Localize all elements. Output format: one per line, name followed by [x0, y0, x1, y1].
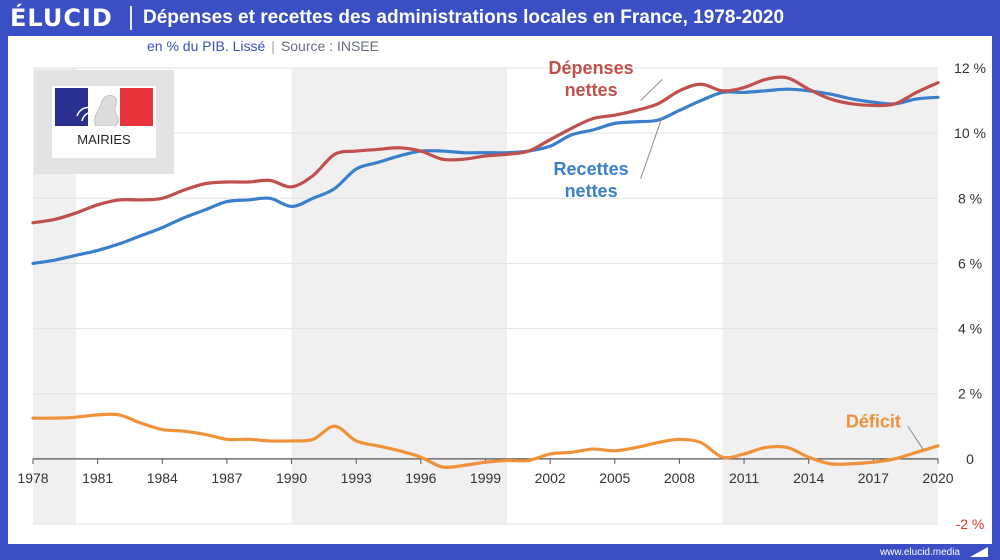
y-tick-label: 4 %: [958, 321, 982, 337]
series-line-0: [31, 75, 940, 225]
x-tick-label: 1993: [341, 470, 372, 486]
mairies-logo: MAIRIES: [34, 70, 174, 174]
x-tick-label: 2011: [729, 470, 759, 486]
x-tick-label: 2020: [922, 470, 953, 486]
footer-url: www.elucid.media: [879, 547, 960, 558]
y-tick-label: 10 %: [954, 125, 986, 141]
y-tick-label: 12 %: [954, 60, 986, 76]
subtitle-source: Source : INSEE: [280, 38, 379, 54]
series-label-1: Recettes: [554, 159, 629, 179]
x-tick-label: 1984: [147, 470, 178, 486]
y-tick-label: 0: [966, 451, 974, 467]
x-tick-label: 2008: [664, 470, 695, 486]
series-label-0: nettes: [565, 80, 618, 100]
subtitle-divider: |: [271, 38, 275, 54]
y-tick-label: 6 %: [958, 255, 982, 271]
elucid-mark-icon: [970, 547, 988, 557]
series-line-2: [31, 412, 940, 470]
leader-line-1: [640, 116, 663, 179]
series-label-2: Déficit: [846, 411, 901, 431]
x-tick-label: 2017: [858, 470, 889, 486]
marianne-flag-icon: [55, 88, 153, 126]
shaded-period-1: [291, 68, 508, 524]
mairies-label: MAIRIES: [77, 132, 131, 147]
y-tick-label: 2 %: [958, 386, 982, 402]
chart-title: Dépenses et recettes des administrations…: [143, 7, 785, 28]
x-tick-label: 2005: [599, 470, 630, 486]
x-tick-label: 1987: [211, 470, 242, 486]
x-tick-label: 2002: [535, 470, 566, 486]
x-tick-label: 1996: [405, 470, 436, 486]
x-tick-label: 2014: [793, 470, 824, 486]
x-axis: 1978 1981 1984 1987 1990 1993 1996 1999 2002 2005…: [17, 458, 954, 486]
brand-logo: ÉLUCID: [10, 4, 113, 32]
gridlines: [33, 67, 938, 525]
leader-line-0: [640, 79, 663, 101]
y-axis: 12 % 10 % 8 % 6 % 4 % 2 % 0 -2 %: [954, 60, 986, 532]
mairies-logo-card: MAIRIES: [52, 86, 156, 158]
series-label-1: nettes: [565, 181, 618, 201]
x-tick-label: 1990: [276, 470, 307, 486]
series-label-0: Dépenses: [549, 58, 634, 78]
series-line-1: [31, 87, 940, 266]
x-tick-label: 1981: [82, 470, 113, 486]
x-tick-label: 1978: [17, 470, 48, 486]
y-tick-label: -2 %: [956, 516, 985, 532]
chart-subtitle: en % du PIB. Lissé | Source : INSEE: [147, 38, 379, 54]
x-tick-label: 1999: [470, 470, 501, 486]
leader-line-2: [907, 426, 924, 450]
header-separator: [130, 6, 132, 30]
y-tick-label: 8 %: [958, 190, 982, 206]
subtitle-unit: en % du PIB. Lissé: [147, 38, 266, 54]
series-lines: [31, 75, 940, 470]
